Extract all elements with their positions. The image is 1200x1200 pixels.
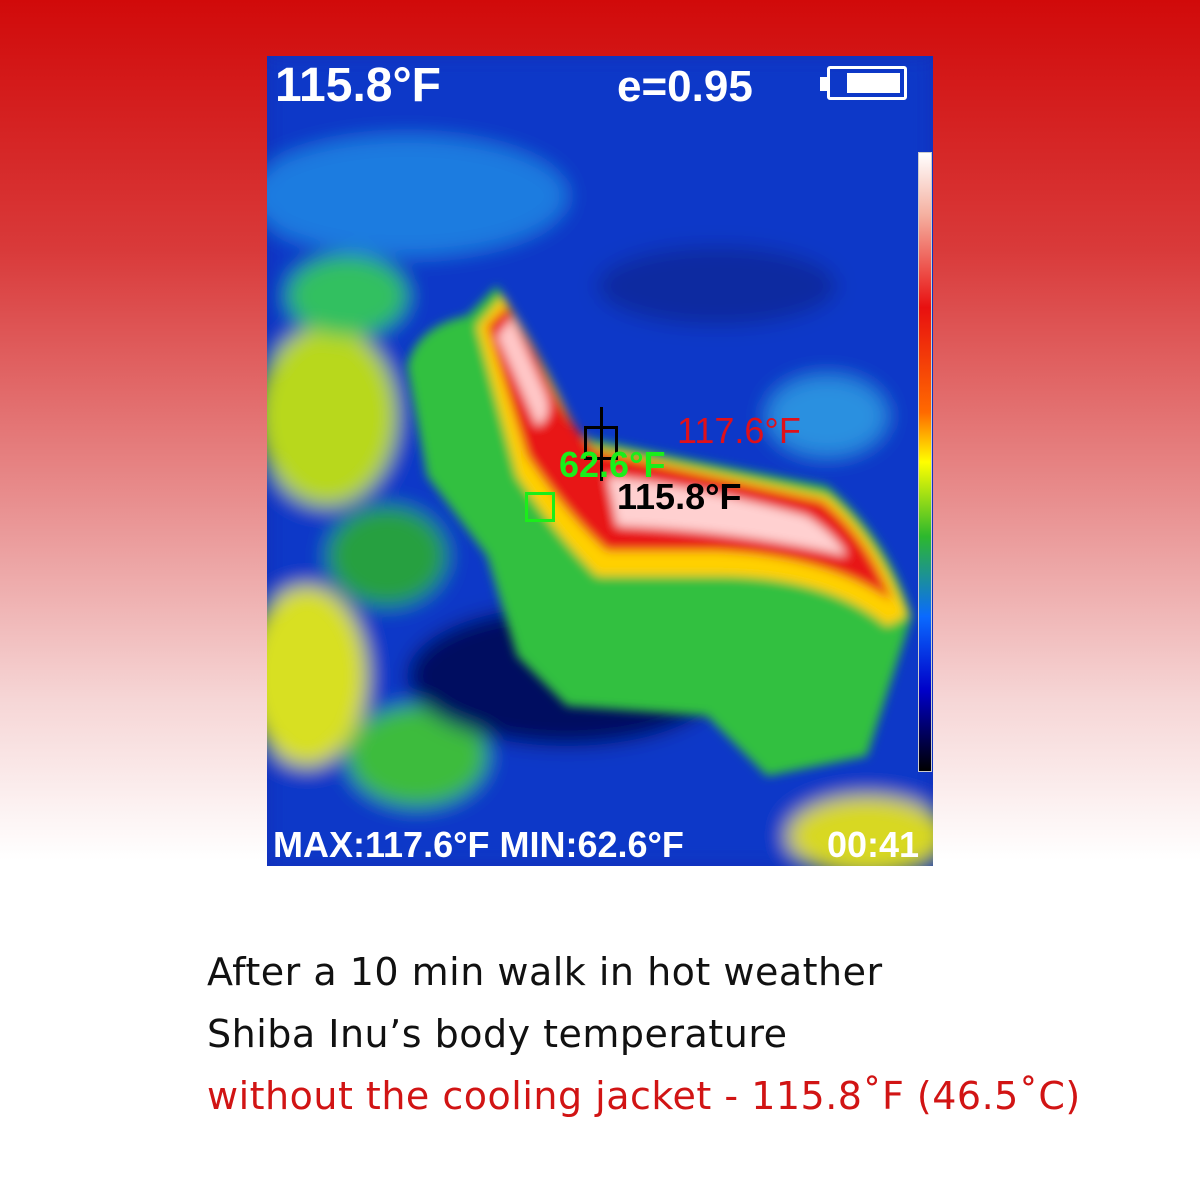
thermal-scene <box>267 56 933 866</box>
battery-icon <box>820 66 907 100</box>
color-scale-bar <box>918 152 932 772</box>
caption-line-2: Shiba Inu’s body temperature <box>207 1012 788 1056</box>
emissivity-readout: e=0.95 <box>617 62 753 111</box>
min-spot-label: 62.6°F <box>559 444 666 485</box>
dog-silhouette <box>407 286 912 776</box>
thermal-image: 115.8°F e=0.95 117.6°F 62.6°F 115.8°F MA… <box>267 56 933 866</box>
max-spot-label: 117.6°F <box>677 410 801 451</box>
caption-line-1: After a 10 min walk in hot weather <box>207 950 883 994</box>
battery-level-fill <box>847 73 900 93</box>
center-spot-label: 115.8°F <box>617 476 742 517</box>
center-temperature-readout: 115.8°F <box>275 59 441 112</box>
min-spot-marker <box>525 492 555 522</box>
max-min-stats: MAX:117.6°F MIN:62.6°F <box>273 824 684 865</box>
crosshair-icon <box>584 407 618 481</box>
clock-readout: 00:41 <box>827 824 920 865</box>
caption-line-3: without the cooling jacket - 115.8˚F (46… <box>207 1074 1081 1118</box>
